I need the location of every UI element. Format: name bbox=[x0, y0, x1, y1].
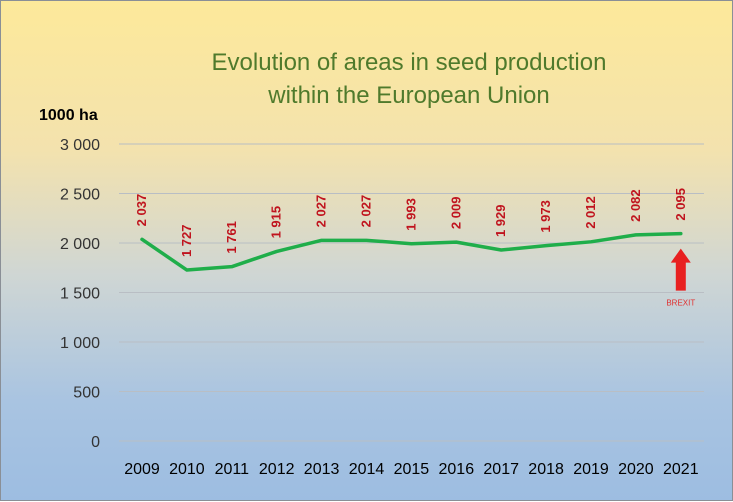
x-tick-label: 2021 bbox=[663, 461, 699, 478]
y-tick-label: 2 500 bbox=[60, 187, 100, 204]
y-tick-label: 0 bbox=[91, 434, 100, 451]
data-label: 2 009 bbox=[448, 197, 463, 230]
gridlines bbox=[119, 143, 704, 442]
y-axis-unit-label: 1000 ha bbox=[39, 107, 98, 124]
x-tick-label: 2017 bbox=[483, 461, 519, 478]
data-label: 1 929 bbox=[493, 204, 508, 237]
data-label: 2 095 bbox=[673, 188, 688, 221]
data-label: 2 037 bbox=[134, 194, 149, 227]
data-label: 1 727 bbox=[179, 224, 194, 257]
y-tick-label: 1 500 bbox=[60, 286, 100, 303]
y-axis-ticks: 0 500 1 000 1 500 2 000 2 500 3 000 bbox=[60, 137, 100, 451]
brexit-annotation: BREXIT bbox=[666, 248, 695, 308]
y-tick-label: 3 000 bbox=[60, 137, 100, 154]
data-label: 1 993 bbox=[403, 198, 418, 231]
y-tick-label: 1 000 bbox=[60, 335, 100, 352]
annotation-text: BREXIT bbox=[666, 299, 695, 308]
data-label: 1 915 bbox=[269, 206, 284, 239]
data-label: 2 082 bbox=[628, 189, 643, 222]
data-labels: 2 037 1 727 1 761 1 915 2 027 2 027 1 993 2 009… bbox=[134, 188, 688, 257]
x-tick-label: 2016 bbox=[439, 461, 475, 478]
series-line bbox=[140, 231, 683, 272]
x-tick-label: 2019 bbox=[573, 461, 609, 478]
x-tick-label: 2010 bbox=[169, 461, 205, 478]
chart-subtitle: within the European Union bbox=[267, 82, 550, 109]
data-label: 2 027 bbox=[359, 195, 374, 228]
data-label: 1 973 bbox=[538, 200, 553, 233]
data-label: 1 761 bbox=[224, 221, 239, 254]
arrow-up-icon bbox=[670, 248, 691, 291]
x-tick-label: 2015 bbox=[394, 461, 430, 478]
x-tick-label: 2018 bbox=[528, 461, 564, 478]
chart-title: Evolution of areas in seed production bbox=[212, 49, 607, 76]
y-tick-label: 2 000 bbox=[60, 236, 100, 253]
data-label: 2 027 bbox=[314, 195, 329, 228]
y-tick-label: 500 bbox=[73, 385, 100, 402]
x-tick-label: 2014 bbox=[349, 461, 385, 478]
x-axis-ticks: 2009 2010 2011 2012 2013 2014 2015 2016 2017 2018… bbox=[124, 461, 698, 478]
x-tick-label: 2012 bbox=[259, 461, 295, 478]
x-tick-label: 2013 bbox=[304, 461, 340, 478]
x-tick-label: 2020 bbox=[618, 461, 654, 478]
data-label: 2 012 bbox=[583, 196, 598, 229]
x-tick-label: 2009 bbox=[124, 461, 160, 478]
x-tick-label: 2011 bbox=[215, 461, 250, 478]
